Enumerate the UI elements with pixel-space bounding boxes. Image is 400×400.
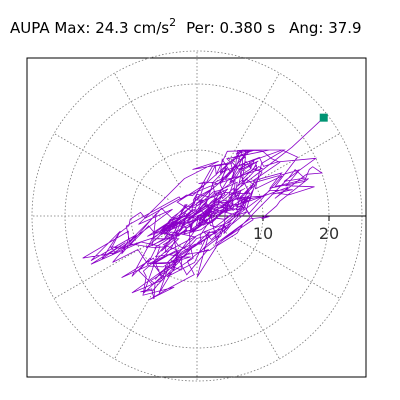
marks bbox=[319, 113, 328, 122]
axes: 10 20 bbox=[197, 215, 366, 243]
grid-spoke-120 bbox=[114, 72, 181, 188]
title-superscript: 2 bbox=[169, 16, 176, 29]
grid-spoke-300 bbox=[213, 244, 280, 360]
x-tick-label-10: 10 bbox=[253, 224, 273, 243]
x-tick-label-20: 20 bbox=[319, 224, 339, 243]
trajectory-path bbox=[82, 117, 324, 301]
peak-marker bbox=[319, 113, 328, 122]
grid-spoke-330 bbox=[225, 232, 341, 299]
grid-spoke-30 bbox=[225, 133, 341, 200]
grid-spoke-150 bbox=[53, 133, 169, 200]
plot-title: AUPA Max: 24.3 cm/s2 Per: 0.380 s Ang: 37.… bbox=[10, 16, 362, 37]
period-label: Per: 0.380 s bbox=[186, 19, 275, 37]
title-text: AUPA Max: 24.3 cm/s bbox=[10, 19, 169, 37]
trajectory bbox=[82, 117, 324, 301]
angle-label: Ang: 37.9 bbox=[289, 19, 362, 37]
